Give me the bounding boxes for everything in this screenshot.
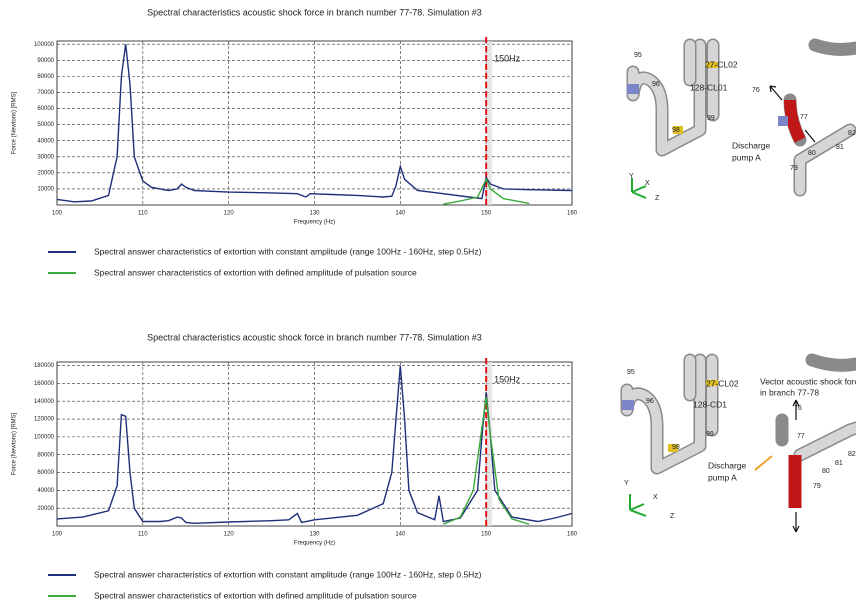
x-tick-label: 150 [481, 532, 492, 538]
chart-title: Spectral characteristics acoustic shock … [147, 7, 482, 17]
pipe [812, 360, 856, 365]
y-tick-label: 80000 [37, 452, 54, 458]
illustration-label: 76 [794, 405, 802, 412]
x-tick-label: 140 [395, 211, 406, 217]
illustration-label: Discharge [708, 460, 747, 470]
y-tick-label: 70000 [37, 90, 54, 96]
illustration-label: 96 [646, 398, 654, 405]
y-tick-label: 50000 [37, 122, 54, 128]
x-axis-title: Frequency (Hz) [294, 541, 335, 547]
y-tick-label: 20000 [37, 506, 54, 512]
y-tick-label: 40000 [37, 488, 54, 494]
reference-label: 150Hz [494, 53, 521, 63]
illustration-label: 128-CD1 [693, 399, 727, 409]
illustration-label: pump A [708, 472, 737, 482]
x-tick-label: 130 [309, 532, 320, 538]
illustration-label: Y [629, 173, 634, 180]
illustration-label: 77 [800, 114, 808, 121]
y-axis-title: Force (Newtons) [RMS] [12, 412, 18, 475]
page: Spectral characteristics acoustic shock … [0, 0, 856, 606]
illustration-label: 80 [808, 150, 816, 157]
illustration-label: 95 [627, 369, 635, 376]
y-axis-title: Force (Newtons) [RMS] [12, 91, 18, 154]
y-tick-label: 20000 [37, 170, 54, 176]
illustration-label: 81 [836, 144, 844, 151]
illustration-label: 98 [672, 127, 680, 134]
y-tick-label: 30000 [37, 154, 54, 160]
x-tick-label: 130 [309, 211, 320, 217]
x-tick-label: 110 [138, 532, 148, 538]
x-tick-label: 120 [224, 532, 235, 538]
illustration-label: 82 [848, 130, 856, 137]
chart-title: Spectral characteristics acoustic shock … [147, 332, 482, 342]
axis-triad [630, 494, 646, 516]
flow-arrow [755, 456, 772, 470]
illustration-label: 96 [652, 81, 660, 88]
illustration-label: 80 [822, 468, 830, 475]
branch-highlight [790, 100, 800, 140]
x-tick-label: 120 [224, 211, 235, 217]
legend-label: Spectral answer characteristics of extor… [94, 569, 482, 579]
illustration-label: 77 [797, 433, 805, 440]
illustration-label: 99 [707, 115, 715, 122]
y-tick-label: 140000 [34, 399, 55, 405]
pipe-illustration-1 [627, 45, 856, 198]
legend-label: Spectral answer characteristics of extor… [94, 267, 417, 277]
flange [622, 400, 634, 410]
x-axis-title: Frequency (Hz) [294, 220, 335, 226]
illustration-label: in branch 77-78 [760, 387, 819, 397]
x-tick-label: 110 [138, 211, 148, 217]
flange [778, 116, 788, 126]
illustration-label: pump A [732, 152, 761, 162]
y-tick-label: 160000 [34, 381, 55, 387]
illustration-label: 76 [752, 87, 760, 94]
y-tick-label: 60000 [37, 470, 54, 476]
illustration-label: 27-CL02 [705, 59, 738, 69]
illustration-label: Vector acoustic shock force [760, 376, 856, 386]
y-tick-label: 90000 [37, 58, 54, 64]
illustration-label: Discharge [732, 140, 771, 150]
x-tick-label: 100 [52, 532, 63, 538]
illustration-label: 79 [790, 165, 798, 172]
axis-triad [632, 178, 646, 198]
pipe [815, 45, 856, 49]
y-tick-label: 100000 [34, 434, 55, 440]
x-tick-label: 160 [567, 532, 578, 538]
y-tick-label: 60000 [37, 106, 54, 112]
illustration-label: 79 [813, 483, 821, 490]
x-tick-label: 140 [395, 532, 406, 538]
x-tick-label: 150 [481, 211, 492, 217]
y-tick-label: 180000 [34, 363, 55, 369]
legend-label: Spectral answer characteristics of extor… [94, 590, 417, 600]
illustration-label: Y [624, 480, 629, 487]
illustration-label: X [653, 494, 658, 501]
y-tick-label: 80000 [37, 74, 54, 80]
y-tick-label: 10000 [37, 186, 54, 192]
illustration-label: 128-CL01 [690, 82, 728, 92]
illustration-label: Z [670, 513, 675, 520]
flange [627, 84, 639, 94]
illustration-label: Z [655, 195, 660, 202]
x-tick-label: 100 [52, 211, 63, 217]
illustration-label: 99 [706, 431, 714, 438]
legend-label: Spectral answer characteristics of extor… [94, 246, 482, 256]
illustration-label: X [645, 180, 650, 187]
y-tick-label: 40000 [37, 138, 54, 144]
illustration-label: 27-CL02 [706, 378, 739, 388]
reference-label: 150Hz [494, 374, 521, 384]
illustration-label: 81 [835, 460, 843, 467]
y-tick-label: 120000 [34, 417, 55, 423]
illustration-label: 98 [672, 444, 680, 451]
x-tick-label: 160 [567, 211, 578, 217]
illustration-label: 95 [634, 52, 642, 59]
illustration-label: 82 [848, 451, 856, 458]
y-tick-label: 100000 [34, 42, 55, 48]
figure: Spectral characteristics acoustic shock … [0, 0, 856, 606]
